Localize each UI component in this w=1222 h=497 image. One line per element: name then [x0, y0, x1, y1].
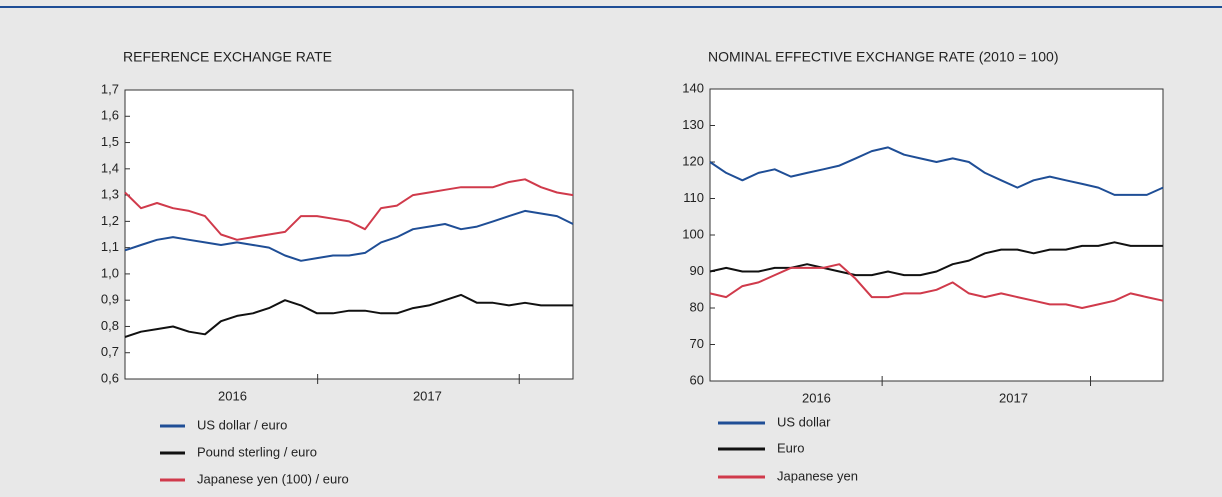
legend-label: US dollar / euro — [197, 417, 287, 432]
x-tick-label: 2017 — [413, 388, 442, 403]
y-tick-label: 60 — [690, 372, 704, 387]
y-tick-label: 0,9 — [101, 292, 119, 307]
legend-label: Japanese yen (100) / euro — [197, 471, 349, 486]
plot-area — [709, 88, 1164, 382]
y-tick-label: 1,5 — [101, 134, 119, 149]
y-tick-label: 0,6 — [101, 370, 119, 385]
y-tick-label: 1,7 — [101, 81, 119, 96]
y-tick-label: 70 — [690, 336, 704, 351]
y-tick-label: 0,7 — [101, 344, 119, 359]
top-rule — [0, 6, 1222, 8]
chart-title: NOMINAL EFFECTIVE EXCHANGE RATE (2010 = … — [708, 49, 1059, 65]
series-line — [124, 209, 574, 262]
y-tick-label: 100 — [682, 226, 704, 241]
y-tick-label: 110 — [683, 190, 704, 205]
y-tick-label: 80 — [690, 299, 704, 314]
y-tick-label: 90 — [690, 263, 704, 278]
x-tick-label: 2016 — [802, 390, 831, 405]
series-line — [124, 293, 573, 338]
y-tick-label: 1,1 — [101, 239, 119, 254]
series-line — [124, 178, 574, 241]
y-tick-label: 1,4 — [101, 160, 119, 175]
y-tick-label: 140 — [682, 80, 704, 95]
series-line — [709, 146, 1164, 196]
y-tick-label: 130 — [682, 117, 704, 132]
y-tick-label: 1,3 — [101, 187, 119, 202]
x-tick-label: 2016 — [218, 388, 247, 403]
y-tick-label: 1,2 — [101, 213, 119, 228]
legend-label: Euro — [777, 440, 804, 455]
y-tick-label: 1,6 — [101, 108, 119, 123]
x-tick-label: 2017 — [999, 390, 1028, 405]
y-tick-label: 1,0 — [101, 265, 119, 280]
y-tick-label: 0,8 — [101, 318, 119, 333]
chart-title: REFERENCE EXCHANGE RATE — [123, 49, 332, 65]
legend-label: Japanese yen — [777, 468, 858, 483]
y-tick-label: 120 — [682, 153, 704, 168]
legend-label: Pound sterling / euro — [197, 444, 317, 459]
series-line — [709, 263, 1164, 309]
legend-label: US dollar — [777, 414, 831, 429]
plot-area — [124, 89, 574, 380]
series-line — [709, 241, 1163, 277]
